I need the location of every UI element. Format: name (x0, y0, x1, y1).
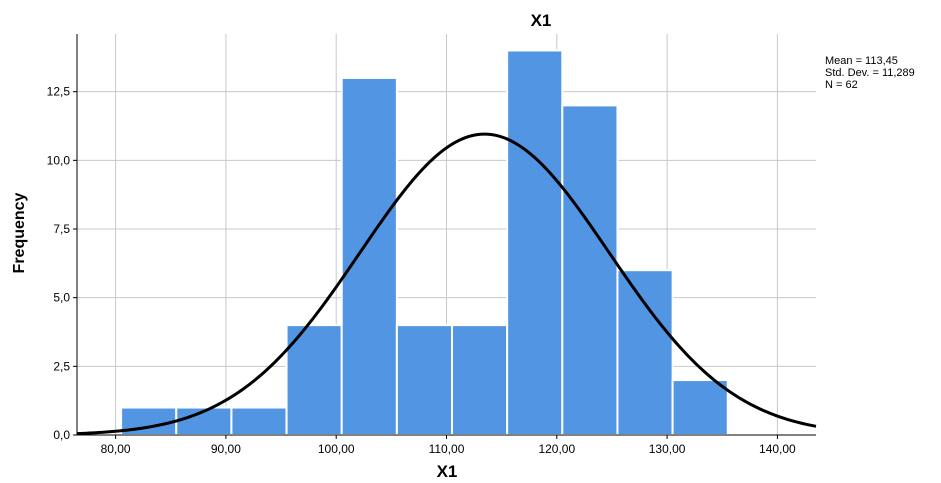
histogram-bar-8 (561, 104, 619, 437)
x-tick-label-4: 120,00 (538, 442, 575, 456)
x-tick-label-1: 90,00 (211, 442, 241, 456)
stats-box: Mean = 113,45 Std. Dev. = 11,289 N = 62 (825, 55, 915, 91)
x-tick-label-3: 110,00 (429, 442, 465, 456)
histogram-bar-7 (506, 49, 564, 436)
normal-curve (76, 132, 817, 436)
x-tick-label-2: 100,00 (318, 442, 355, 456)
y-tick-label-1: 2,5 (53, 359, 70, 373)
x-tick-label-6: 140,00 (759, 442, 796, 456)
histogram-bar-4 (340, 76, 398, 437)
histogram-bar-10 (671, 379, 729, 436)
histogram-bars (120, 49, 729, 437)
y-tick-label-5: 12,5 (47, 85, 71, 99)
histogram-bar-6 (451, 324, 509, 437)
x-tick-labels: 80,00 90,00 100,00 110,00 120,00 130,00 140,00 (101, 435, 796, 456)
y-tick-label-2: 5,0 (53, 291, 70, 305)
y-tick-label-4: 10,0 (47, 153, 71, 167)
y-tick-label-0: 0,0 (53, 428, 70, 442)
chart-title: X1 (531, 11, 552, 30)
x-axis-label: X1 (437, 462, 458, 481)
histogram-bar-5 (395, 324, 454, 437)
histogram-bar-2 (230, 406, 288, 436)
stat-mean: Mean = 113,45 (825, 55, 898, 67)
stat-n: N = 62 (825, 79, 858, 91)
y-tick-label-3: 7,5 (53, 222, 70, 236)
histogram-bar-9 (616, 269, 674, 436)
x-tick-label-0: 80,00 (101, 442, 131, 456)
y-axis-label: Frequency (11, 192, 28, 273)
y-tick-labels: 0,0 2,5 5,0 7,5 10,0 12,5 (47, 85, 77, 442)
x-tick-label-5: 130,00 (649, 442, 686, 456)
stat-std-dev: Std. Dev. = 11,289 (825, 67, 915, 79)
